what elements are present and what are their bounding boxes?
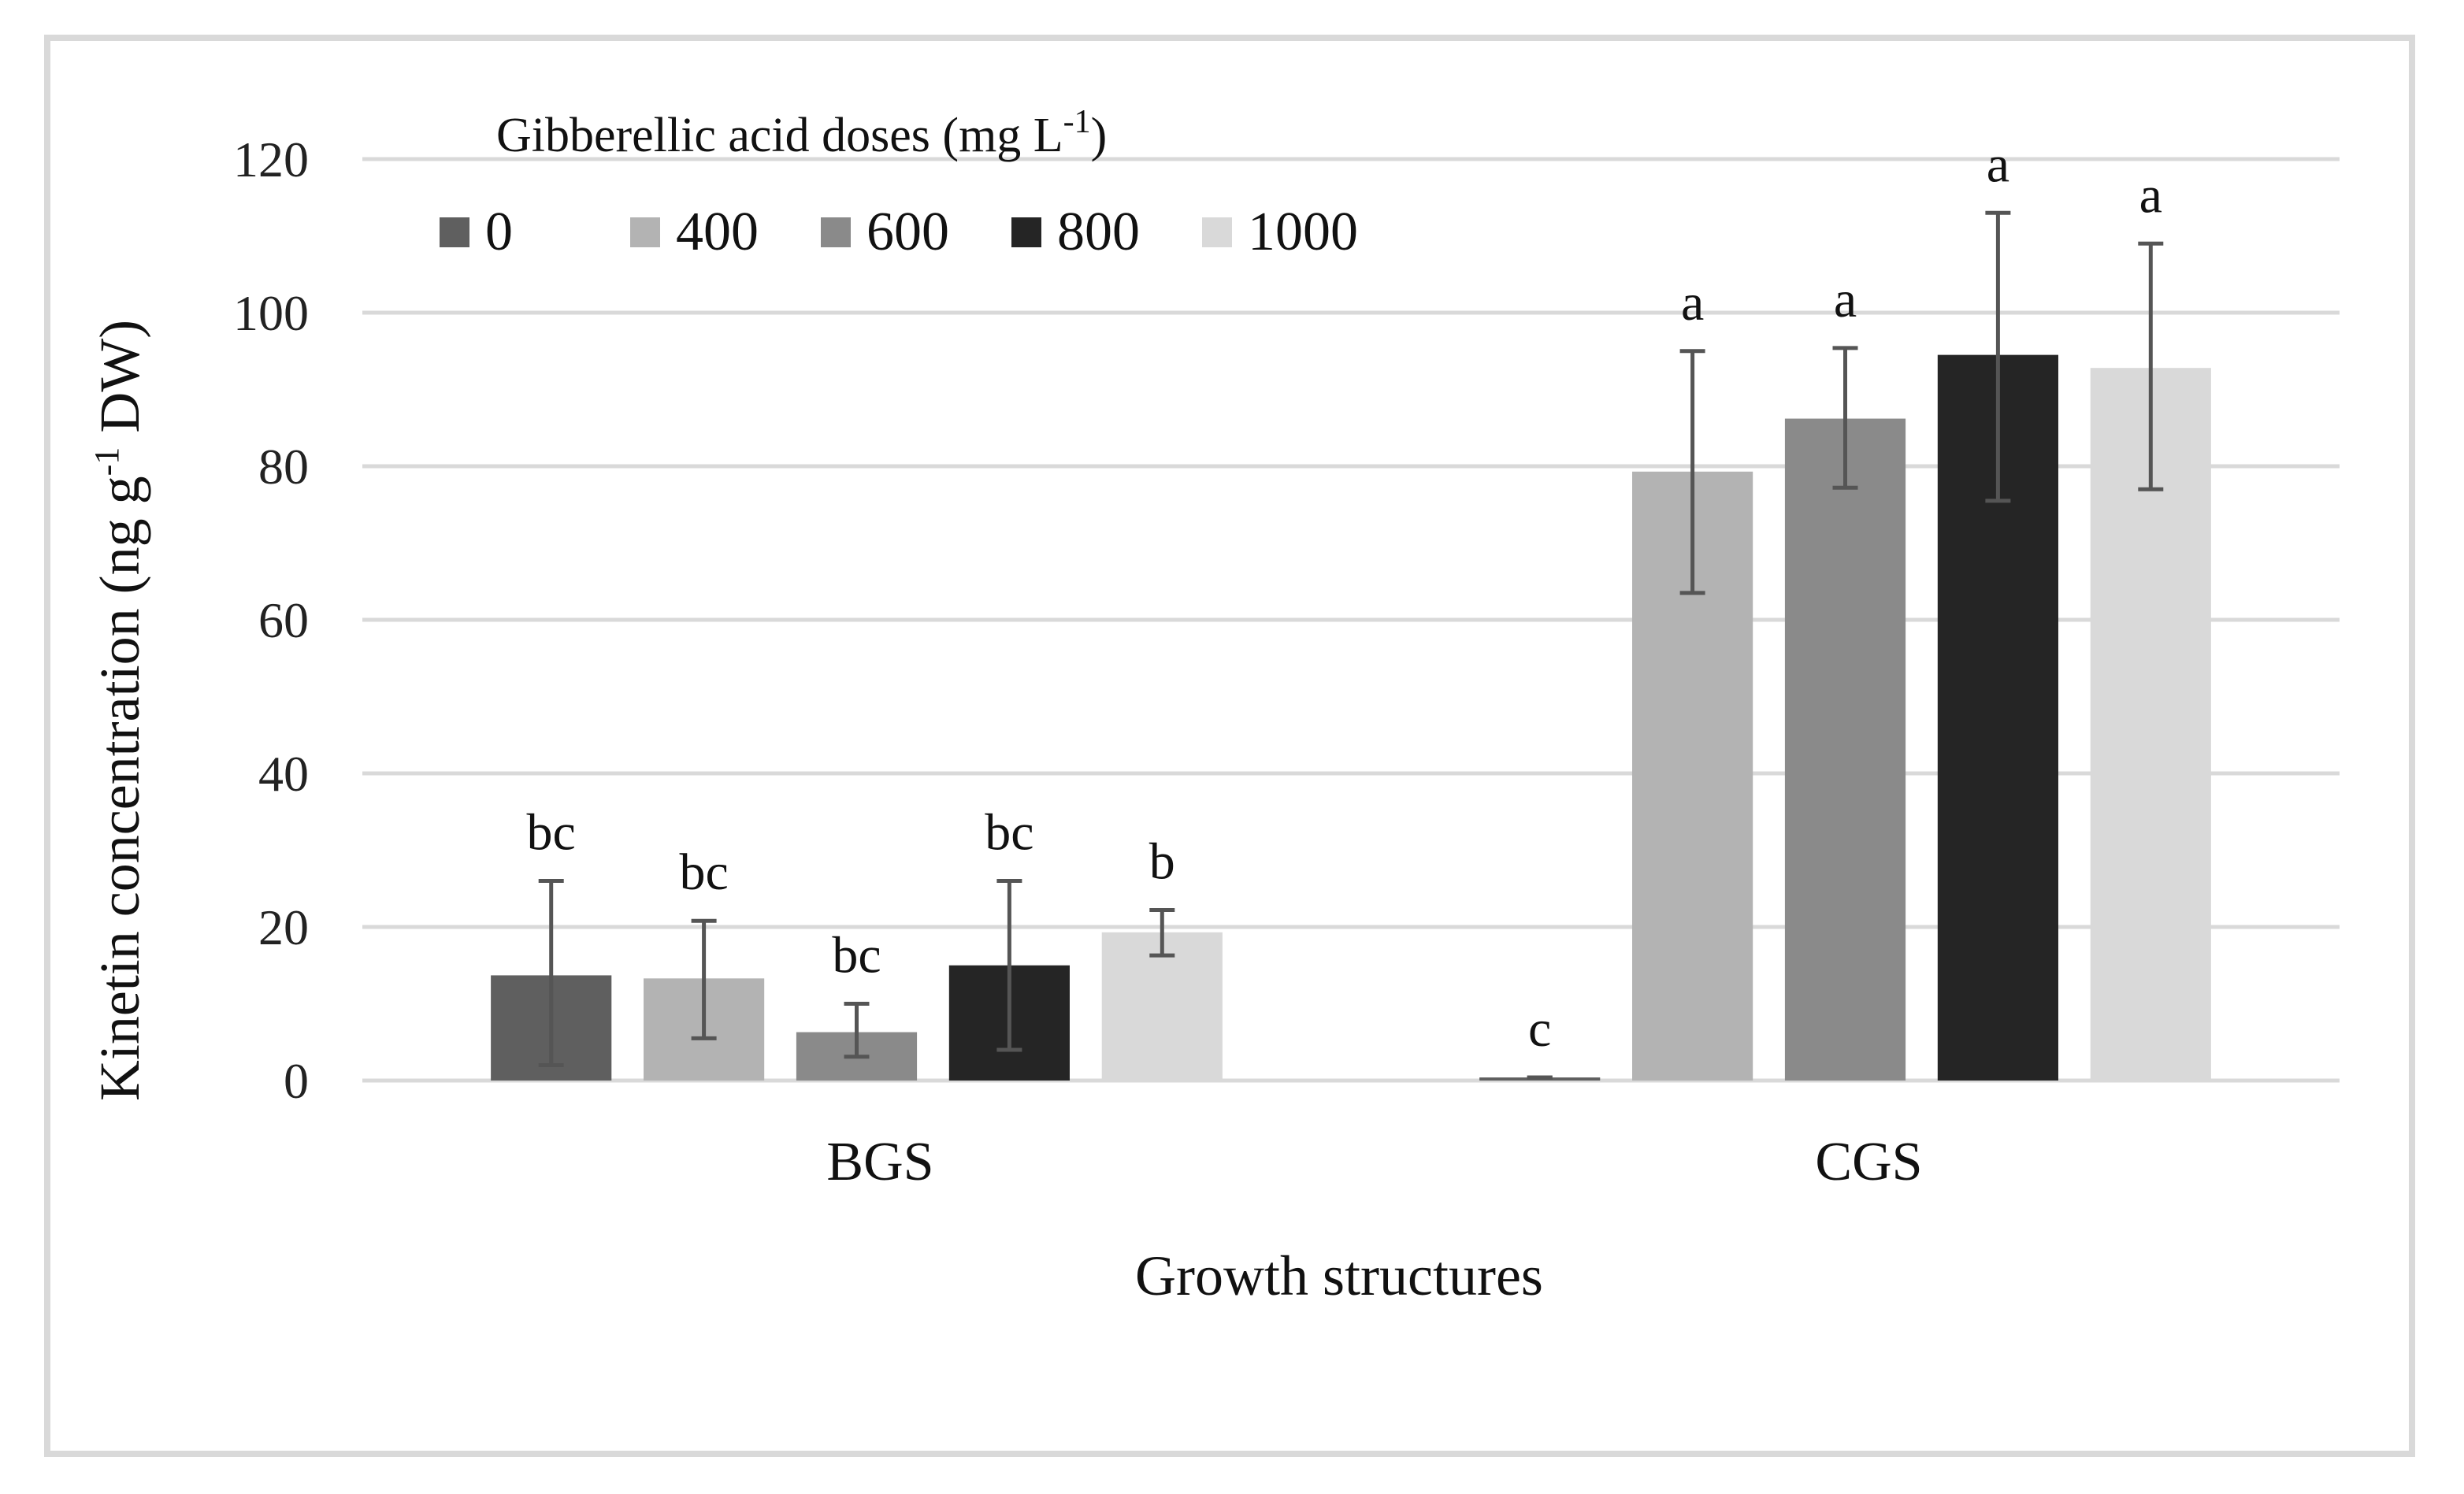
significance-letter: bc — [527, 804, 576, 862]
legend-label: 1000 — [1248, 202, 1358, 262]
y-tick-label: 120 — [233, 132, 309, 187]
y-tick-label: 60 — [258, 592, 309, 648]
y-tick-label: 0 — [284, 1053, 309, 1109]
error-bars — [538, 210, 2164, 1080]
legend-title: Gibberellic acid doses (mg L-1) — [496, 104, 1107, 162]
significance-letter: a — [1834, 271, 1857, 328]
legend-swatch — [440, 217, 469, 247]
legend-swatch — [1011, 217, 1041, 247]
y-tick-label: 100 — [233, 285, 309, 341]
bars — [491, 354, 2211, 1081]
legend-title-sup: -1 — [1063, 104, 1091, 140]
y-axis-ticks: 0 20 40 60 80 100 120 — [233, 132, 309, 1109]
significance-letter: bc — [985, 804, 1033, 862]
legend-title-main: Gibberellic acid doses (mg L — [496, 109, 1063, 162]
x-category-label: BGS — [826, 1132, 933, 1192]
legend-label: 600 — [866, 202, 949, 262]
legend-title-end: ) — [1091, 109, 1108, 162]
legend-swatch — [821, 217, 851, 247]
significance-letter: a — [1987, 135, 2009, 193]
bar — [1784, 418, 1906, 1081]
legend-label: 400 — [676, 202, 759, 262]
x-axis-title: Growth structures — [1135, 1244, 1543, 1307]
y-axis-title-end: DW) — [88, 320, 151, 447]
x-axis-categories: BGS CGS — [826, 1132, 1922, 1192]
legend-label: 0 — [485, 202, 513, 262]
legend: 0 400 600 800 1000 — [440, 202, 1358, 262]
y-tick-label: 80 — [258, 439, 309, 495]
significance-letter: b — [1149, 833, 1175, 891]
legend-swatch — [1202, 217, 1232, 247]
significance-letter: bc — [679, 843, 728, 901]
significance-letter: a — [2139, 166, 2162, 224]
y-axis-title-sup: -1 — [87, 447, 126, 476]
y-axis-title-main: Kinetin concentration (ng g — [88, 476, 151, 1101]
legend-label: 800 — [1057, 202, 1140, 262]
legend-swatch — [630, 217, 660, 247]
significance-letter: c — [1528, 1000, 1551, 1058]
significance-letter: a — [1681, 274, 1704, 332]
y-tick-label: 40 — [258, 746, 309, 802]
y-axis-title: Kinetin concentration (ng g-1 DW) — [87, 320, 151, 1101]
significance-letter: bc — [832, 927, 881, 984]
x-category-label: CGS — [1815, 1132, 1922, 1192]
y-tick-label: 20 — [258, 899, 309, 955]
